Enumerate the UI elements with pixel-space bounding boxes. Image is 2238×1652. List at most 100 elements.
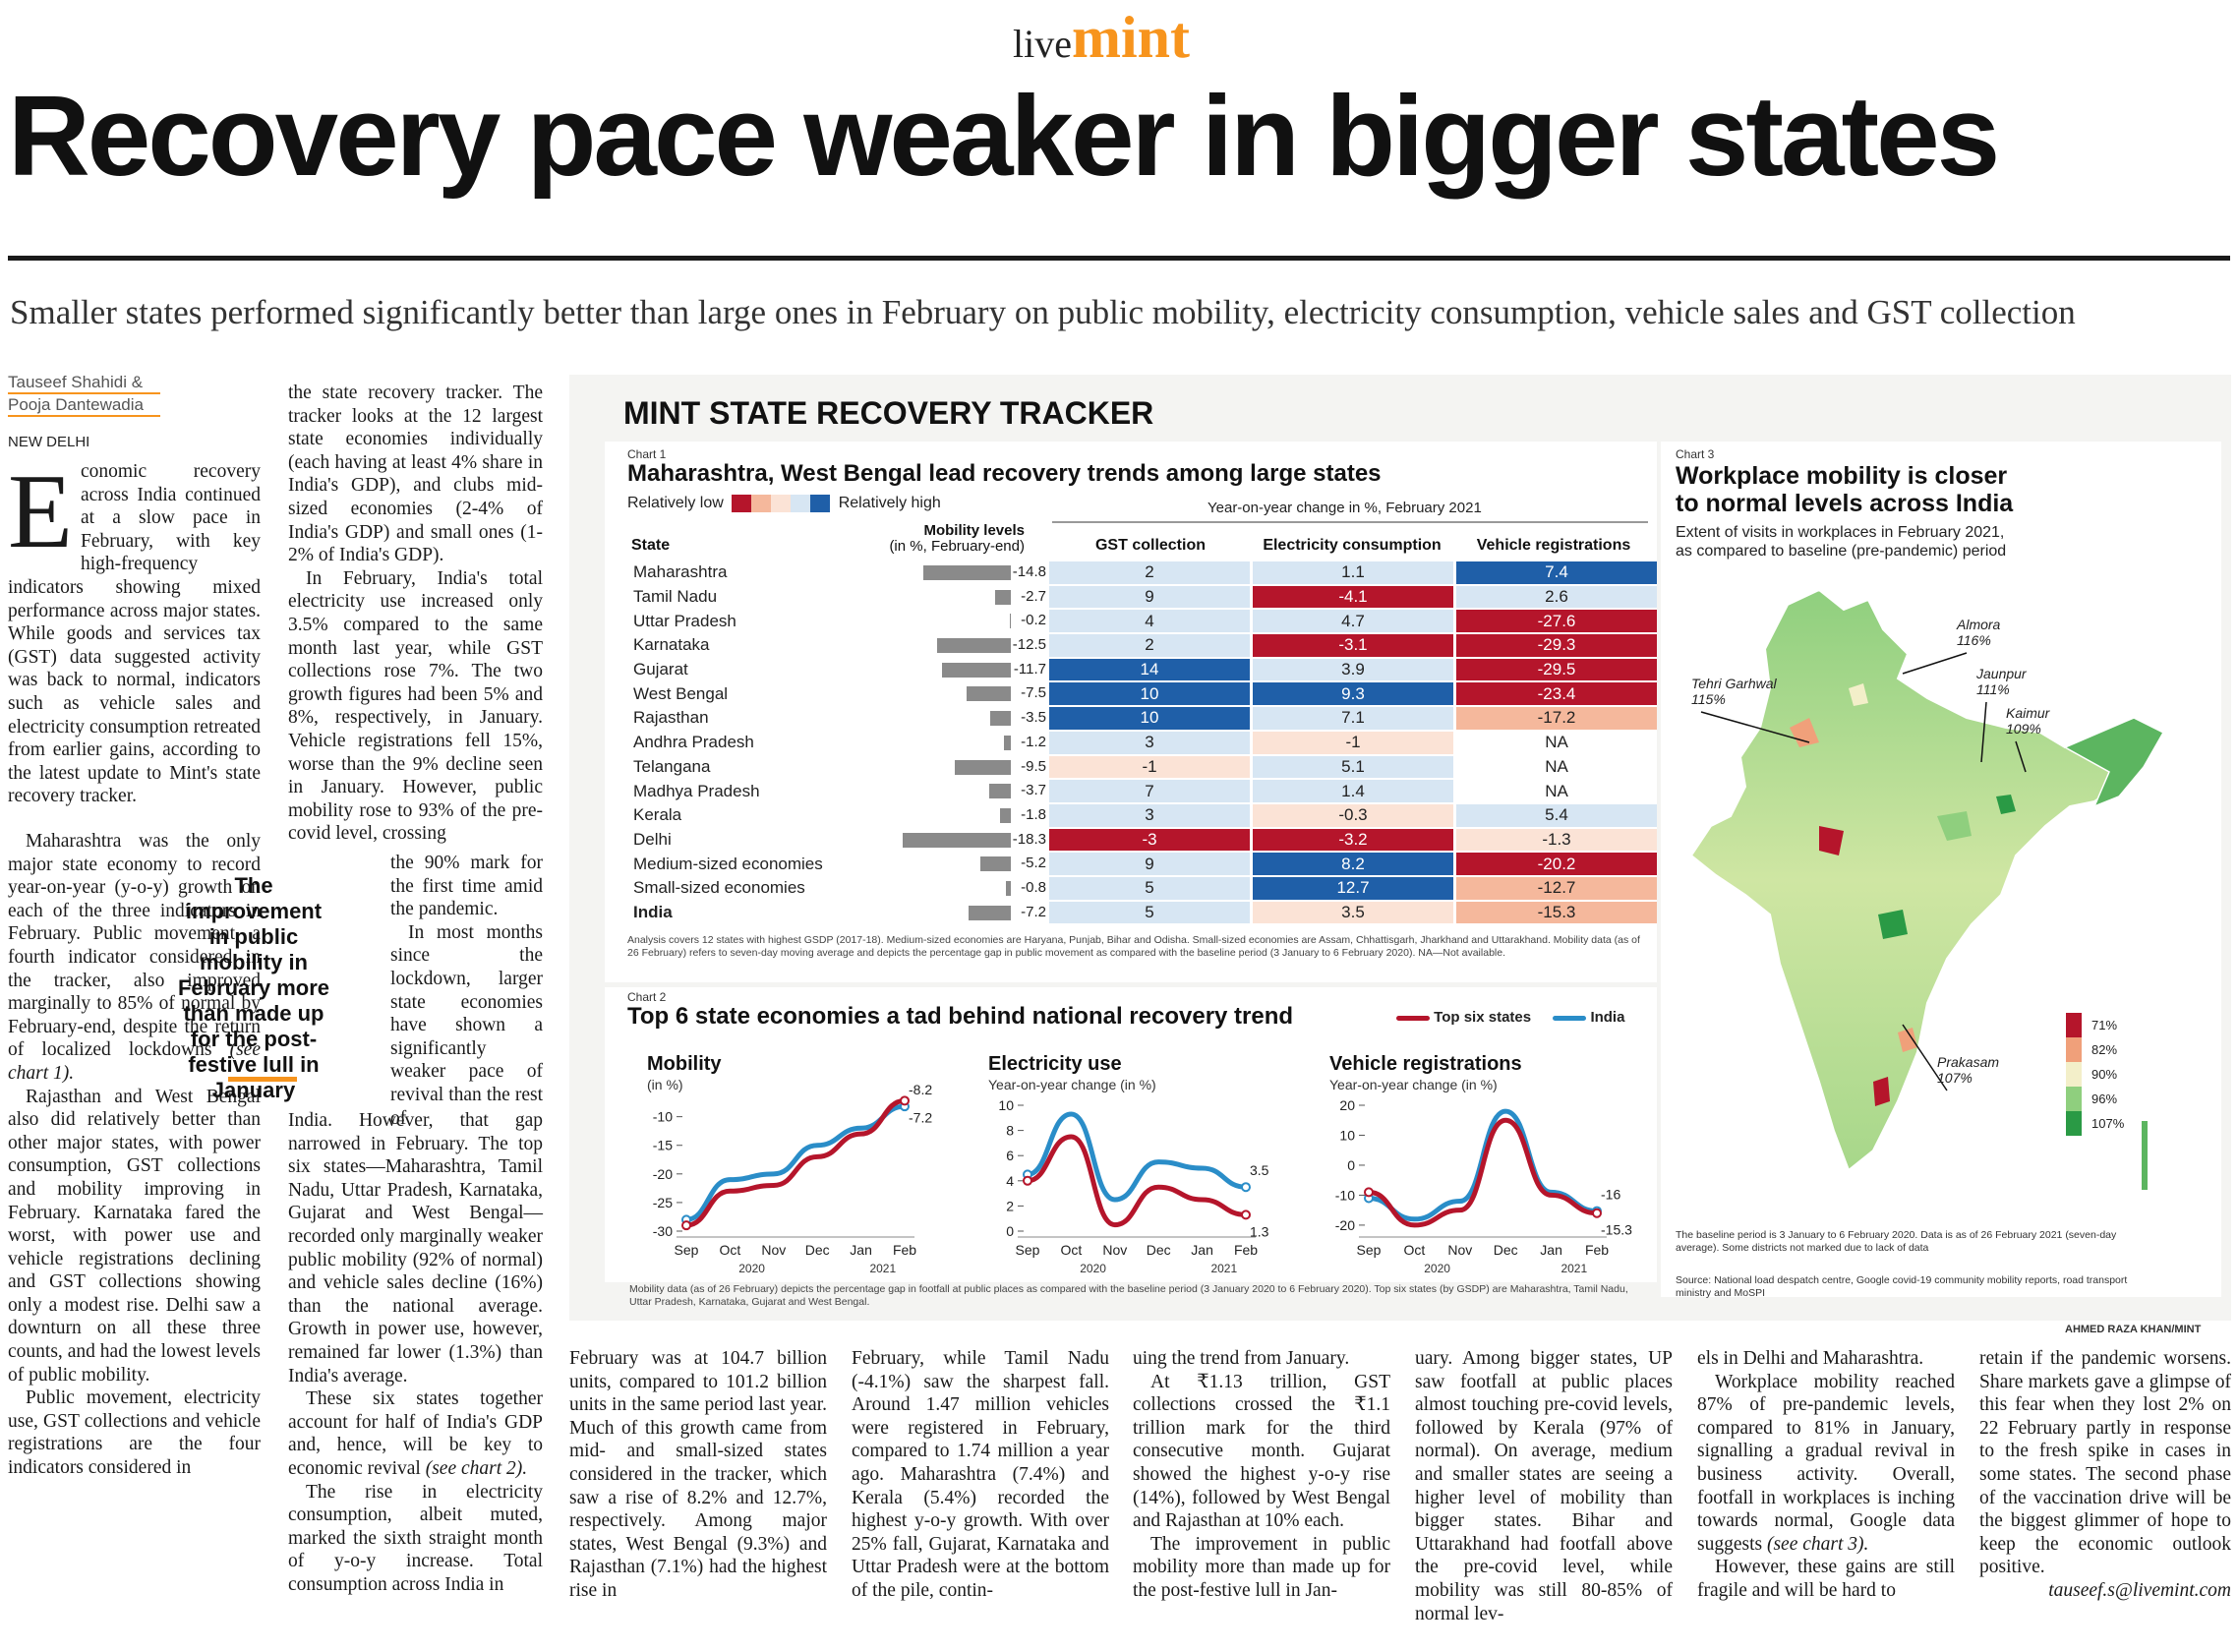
- veh-cell: -1.3: [1456, 828, 1657, 852]
- map-legend-label: 71%: [2091, 1018, 2118, 1032]
- gst-cell: 5: [1049, 901, 1250, 924]
- chart-ylabel: (in %): [647, 1077, 683, 1092]
- district-patch-2: [1878, 910, 1908, 939]
- mobility-cell: -7.2: [877, 902, 1046, 924]
- end-value-label: 1.3: [1250, 1223, 1269, 1239]
- table-row: Andhra Pradesh -1.2 3 -1 NA: [630, 731, 1657, 754]
- year-label: 2020: [1424, 1262, 1450, 1275]
- x-tick-label: Dec: [805, 1242, 830, 1258]
- col-header-mobility: Mobility levels (in %, February-end): [889, 522, 1025, 555]
- mobility-value: -1.2: [1021, 733, 1046, 750]
- mobility-bar: [1009, 614, 1011, 629]
- map-legend-label: 90%: [2091, 1067, 2118, 1082]
- mobility-cell: -12.5: [877, 634, 1046, 657]
- district-patch-8: [1898, 1028, 1917, 1052]
- x-tick-label: Jan: [850, 1242, 872, 1258]
- table-row: Small-sized economies -0.8 5 12.7 -12.7: [630, 876, 1657, 900]
- mobility-bar: [994, 589, 1011, 605]
- chart3-note: The baseline period is 3 January to 6 Fe…: [1676, 1229, 2117, 1254]
- chart1-label: Chart 1: [627, 447, 667, 461]
- mobility-bar: [966, 686, 1011, 702]
- table-row: India -7.2 5 3.5 -15.3: [630, 901, 1657, 924]
- gst-cell: 2: [1049, 634, 1250, 657]
- mobility-cell: -7.5: [877, 682, 1046, 705]
- deck: Smaller states performed significantly b…: [10, 293, 2076, 331]
- table-row: Madhya Pradesh -3.7 7 1.4 NA: [630, 780, 1657, 802]
- y-tick-label: 10: [1339, 1127, 1355, 1143]
- state-name: Andhra Pradesh: [633, 733, 754, 752]
- year-label: 2020: [1080, 1262, 1106, 1275]
- veh-cell: NA: [1456, 731, 1657, 754]
- veh-cell: -29.5: [1456, 658, 1657, 681]
- chart3-label: Chart 3: [1676, 447, 1715, 461]
- end-value-label: -15.3: [1601, 1222, 1632, 1238]
- gst-cell: 3: [1049, 731, 1250, 754]
- veh-cell: 2.6: [1456, 585, 1657, 609]
- map-label-value: 107%: [1937, 1070, 1973, 1086]
- yoy-header: Year-on-year change in %, February 2021: [1207, 500, 1482, 516]
- chart-background: [971, 1044, 1285, 1280]
- state-name: Delhi: [633, 829, 672, 849]
- mobility-value: -3.7: [1021, 782, 1046, 799]
- article-column-8: retain if the pandemic worsens. Share ma…: [1979, 1348, 2231, 1601]
- map-legend-swatch: [2066, 1062, 2082, 1087]
- col-header-vehicles: Vehicle registrations: [1476, 537, 1631, 554]
- veh-cell: NA: [1456, 755, 1657, 779]
- y-tick-label: 8: [1006, 1123, 1014, 1139]
- y-tick-label: 0: [1347, 1157, 1355, 1173]
- map-label-value: 116%: [1957, 632, 1991, 648]
- elec-cell: 9.3: [1253, 682, 1453, 706]
- x-tick-label: Oct: [1404, 1242, 1426, 1258]
- legend-swatch-3: [771, 495, 792, 512]
- northeast-region: [2063, 717, 2163, 808]
- gst-cell: 14: [1049, 658, 1250, 681]
- mobility-bar: [989, 711, 1011, 727]
- table-row: Uttar Pradesh -0.2 4 4.7 -27.6: [630, 610, 1657, 633]
- x-tick-label: Nov: [761, 1242, 786, 1258]
- dateline: NEW DELHI: [8, 434, 90, 450]
- elec-cell: -3.1: [1253, 634, 1453, 657]
- gst-cell: 7: [1049, 780, 1250, 802]
- district-patch-5: [1873, 1077, 1890, 1106]
- series-endpoint: [900, 1095, 910, 1106]
- district-patch-3: [1790, 718, 1819, 747]
- y-tick-label: -30: [653, 1223, 673, 1239]
- map-legend-item: 82%: [2066, 1037, 2154, 1062]
- pull-quote-bar: [228, 1077, 297, 1082]
- veh-cell: 7.4: [1456, 561, 1657, 584]
- end-value-label: -16: [1601, 1187, 1620, 1203]
- mobility-value: -2.7: [1021, 587, 1046, 605]
- y-tick-label: -15: [653, 1138, 673, 1153]
- map-legend-swatch: [2066, 1013, 2082, 1037]
- map-leader-line: [1700, 711, 1810, 743]
- drop-cap: E: [8, 453, 73, 570]
- legend-india-line: [1553, 1015, 1587, 1021]
- col-header-state: State: [631, 537, 671, 554]
- year-label: 2020: [738, 1262, 765, 1275]
- series-endpoint: [1364, 1187, 1374, 1198]
- y-tick-label: -10: [1335, 1187, 1355, 1203]
- legend-swatch-2: [751, 495, 772, 512]
- series-endpoint: [1023, 1175, 1032, 1186]
- elec-cell: 3.9: [1253, 658, 1453, 681]
- gst-cell: 2: [1049, 561, 1250, 584]
- gst-cell: 4: [1049, 610, 1250, 633]
- chart-title: Mobility: [647, 1053, 722, 1075]
- veh-cell: -20.2: [1456, 853, 1657, 875]
- elec-cell: 5.1: [1253, 755, 1453, 779]
- mobility-value: -12.5: [1012, 636, 1046, 654]
- series-endpoint: [681, 1220, 691, 1231]
- mobility-cell: -0.8: [877, 877, 1046, 900]
- mobility-bar: [968, 905, 1011, 920]
- chart2-label: Chart 2: [627, 990, 667, 1004]
- x-tick-label: Feb: [893, 1242, 916, 1258]
- x-tick-label: Sep: [1357, 1242, 1382, 1258]
- map-leader-line: [2015, 740, 2027, 773]
- graphic-credit: AHMED RAZA KHAN/MINT: [2065, 1324, 2202, 1335]
- mobility-cell: -11.7: [877, 659, 1046, 681]
- article-column-1b: Maharashtra was the only major state eco…: [8, 831, 261, 1479]
- elec-cell: 7.1: [1253, 707, 1453, 730]
- mobility-value: -14.8: [1012, 563, 1046, 580]
